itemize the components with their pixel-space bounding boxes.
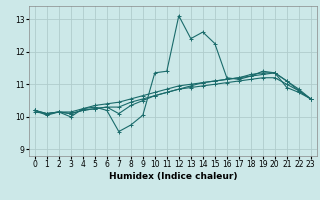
X-axis label: Humidex (Indice chaleur): Humidex (Indice chaleur) xyxy=(108,172,237,181)
